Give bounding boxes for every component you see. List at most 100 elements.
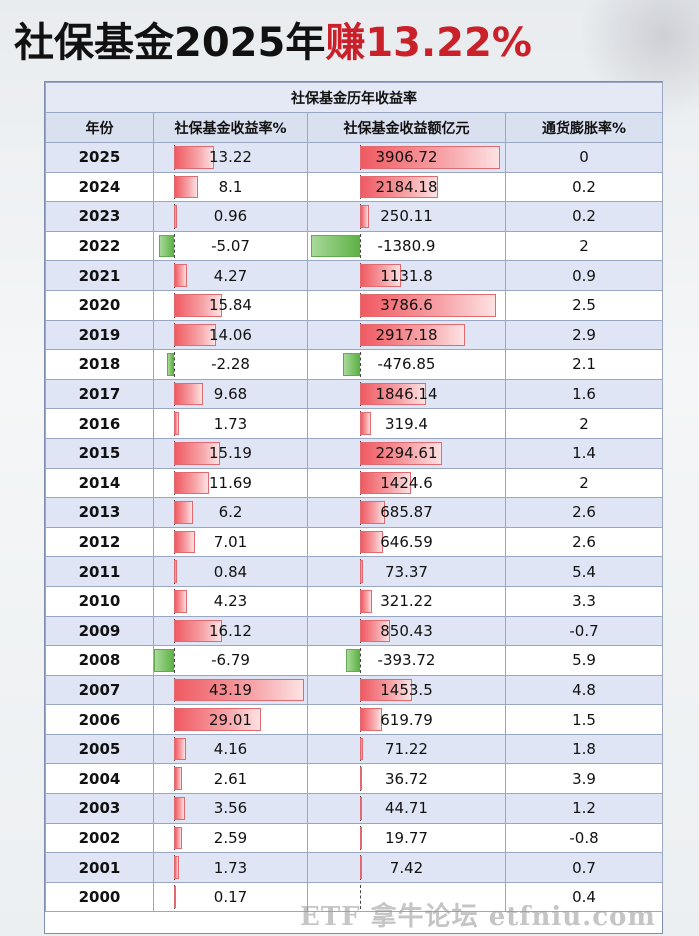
table-row: 2025 13.22 3906.72 0 <box>45 142 663 173</box>
rate-value: 16.12 <box>209 621 252 640</box>
amount-value: 1131.8 <box>380 266 433 285</box>
cell-inflation: 2.6 <box>505 497 663 528</box>
rate-bar <box>158 234 174 258</box>
cell-year: 2016 <box>45 408 154 439</box>
cell-rate: -6.79 <box>153 645 308 676</box>
amount-value: 3906.72 <box>375 148 438 167</box>
rate-bar <box>174 412 180 435</box>
cell-inflation: 2 <box>505 230 663 262</box>
amount-bar <box>360 323 465 347</box>
rate-bar <box>174 885 176 909</box>
cell-amount: 3786.6 <box>307 289 506 321</box>
cell-inflation: 0.4 <box>505 881 663 913</box>
table-row: 2010 4.23 321.22 3.3 <box>45 585 663 617</box>
bar-axis <box>360 352 361 377</box>
cell-rate: 3.56 <box>153 793 308 824</box>
cell-amount: 44.71 <box>307 793 506 824</box>
rate-value: -5.07 <box>211 237 250 256</box>
cell-inflation: 2.6 <box>505 526 663 558</box>
amount-bar <box>360 412 372 435</box>
table-row: 2015 15.19 2294.61 1.4 <box>45 437 663 469</box>
cell-year: 2019 <box>45 319 154 351</box>
cell-amount: 685.87 <box>307 497 506 528</box>
cell-inflation: 4.8 <box>505 674 663 706</box>
rate-value: 1.73 <box>213 858 248 877</box>
amount-value: 44.71 <box>385 799 428 818</box>
table-row: 2003 3.56 44.71 1.2 <box>45 793 663 824</box>
cell-amount: 1453.5 <box>307 674 506 706</box>
header-rate: 社保基金收益率% <box>153 112 308 143</box>
page-title: 社保基金2025年 赚13.22% <box>14 6 532 72</box>
cell-amount: 1131.8 <box>307 260 506 291</box>
amount-value: 2184.18 <box>375 177 438 196</box>
cell-inflation: 0 <box>505 142 663 173</box>
rate-value: 7.01 <box>213 533 248 552</box>
table-row: 2001 1.73 7.42 0.7 <box>45 852 663 883</box>
rate-value: 1.73 <box>213 414 248 433</box>
amount-value: 36.72 <box>385 769 428 788</box>
rate-bar <box>174 146 214 169</box>
rate-value: 6.2 <box>218 503 243 522</box>
cell-year: 2002 <box>45 822 154 854</box>
rate-value: 9.68 <box>213 385 248 404</box>
amount-value: 73.37 <box>385 562 428 581</box>
cell-inflation: 3.9 <box>505 763 663 795</box>
amount-bar <box>360 441 443 465</box>
bar-axis <box>174 648 175 673</box>
cell-rate: -2.28 <box>153 349 308 380</box>
amount-value: 250.11 <box>380 207 433 226</box>
cell-rate: 11.69 <box>153 467 308 499</box>
cell-amount: 36.72 <box>307 763 506 795</box>
rate-value: 43.19 <box>209 680 252 699</box>
amount-value: 71.22 <box>385 740 428 759</box>
cell-year: 2000 <box>45 881 154 913</box>
table-row: 2017 9.68 1846.14 1.6 <box>45 378 663 410</box>
rate-bar <box>174 175 199 199</box>
rate-bar <box>174 856 180 879</box>
table-row: 2004 2.61 36.72 3.9 <box>45 763 663 795</box>
watermark: ETF 拿牛论坛 etfniu.com <box>300 902 656 932</box>
cell-rate: 15.19 <box>153 437 308 469</box>
amount-value: -1380.9 <box>377 237 436 256</box>
cell-year: 2003 <box>45 793 154 824</box>
header-amount: 社保基金收益额亿元 <box>307 112 506 143</box>
cell-year: 2015 <box>45 437 154 469</box>
rate-bar <box>174 737 187 761</box>
cell-year: 2024 <box>45 171 154 203</box>
cell-year: 2017 <box>45 378 154 410</box>
cell-inflation: 0.9 <box>505 260 663 291</box>
cell-year: 2008 <box>45 645 154 676</box>
rate-bar <box>174 560 177 583</box>
cell-amount: 250.11 <box>307 201 506 232</box>
amount-bar <box>360 146 500 169</box>
cell-amount: 2184.18 <box>307 171 506 203</box>
table-row: 2005 4.16 71.22 1.8 <box>45 733 663 765</box>
title-main: 社保基金2025年 <box>14 20 326 66</box>
cell-year: 2020 <box>45 289 154 321</box>
table-row: 2008 -6.79 -393.72 5.9 <box>45 645 663 676</box>
amount-bar <box>360 767 362 791</box>
rate-bar <box>174 293 222 317</box>
rate-value: 2.59 <box>213 828 248 847</box>
table-caption: 社保基金历年收益率 <box>45 82 663 113</box>
cell-rate: 16.12 <box>153 615 308 647</box>
cell-rate: 14.06 <box>153 319 308 351</box>
rate-bar <box>167 353 174 376</box>
bar-axis <box>360 233 361 259</box>
cell-year: 2004 <box>45 763 154 795</box>
cell-rate: 15.84 <box>153 289 308 321</box>
amount-bar <box>360 678 413 702</box>
cell-rate: 43.19 <box>153 674 308 706</box>
rate-bar <box>174 619 223 643</box>
amount-bar <box>360 293 496 317</box>
rate-bar <box>174 678 304 702</box>
table-body: 2025 13.22 3906.72 0 2024 8.1 2184.18 0.2 2023 0.… <box>45 142 663 913</box>
cell-inflation: 2 <box>505 408 663 439</box>
bar-axis <box>174 352 175 377</box>
amount-value: 19.77 <box>385 828 428 847</box>
table-row: 2000 0.17 0.4 <box>45 881 663 913</box>
rate-value: 3.56 <box>213 799 248 818</box>
cell-amount <box>307 881 506 913</box>
rate-value: 8.1 <box>218 177 243 196</box>
cell-rate: 2.59 <box>153 822 308 854</box>
